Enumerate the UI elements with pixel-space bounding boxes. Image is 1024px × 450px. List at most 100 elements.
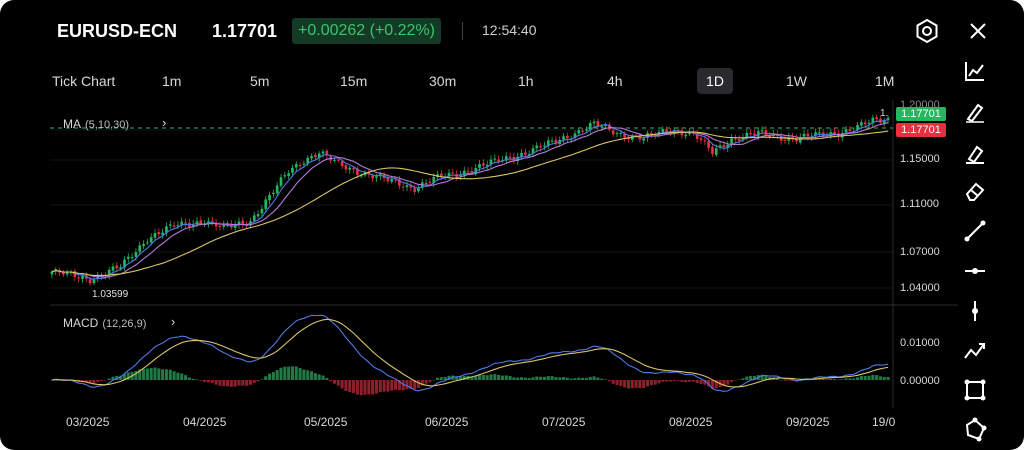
tab-1mo[interactable]: 1M <box>875 73 895 89</box>
macd-layer <box>50 314 890 396</box>
macd-histogram-bar <box>386 380 390 392</box>
macd-histogram-bar <box>546 376 550 380</box>
candle <box>432 177 436 184</box>
pen-icon[interactable] <box>962 99 988 125</box>
macd-indicator-label[interactable]: MACD (12,26,9) <box>63 316 147 330</box>
vertical-line-icon[interactable] <box>962 298 988 324</box>
macd-histogram-bar <box>710 380 714 389</box>
macd-histogram-bar <box>611 380 615 384</box>
eraser-icon[interactable] <box>962 178 988 204</box>
macd-histogram-bar <box>268 373 272 380</box>
rectangle-icon[interactable] <box>962 377 988 403</box>
tab-tick-chart[interactable]: Tick Chart <box>52 73 116 89</box>
candle <box>871 117 875 124</box>
macd-histogram-bar <box>157 368 161 380</box>
candle <box>359 175 363 177</box>
tab-1m[interactable]: 1m <box>162 73 182 89</box>
candle <box>863 122 867 125</box>
tab-1h[interactable]: 1h <box>518 73 534 89</box>
macd-histogram-bar <box>481 374 485 380</box>
candle <box>65 271 69 275</box>
macd-histogram-bar <box>703 380 707 385</box>
macd-histogram-bar <box>470 376 474 380</box>
candle <box>241 220 245 225</box>
tab-1d[interactable]: 1D <box>697 68 733 94</box>
tab-15m[interactable]: 15m <box>340 73 368 89</box>
macd-histogram-bar <box>714 380 718 389</box>
macd-histogram-bar <box>161 369 165 380</box>
macd-histogram-bar <box>256 380 260 382</box>
macd-histogram-bar <box>752 375 756 380</box>
line-chart-icon[interactable] <box>962 58 988 84</box>
tab-4h[interactable]: 4h <box>607 73 623 89</box>
macd-histogram-bar <box>371 380 375 395</box>
macd-histogram-bar <box>653 380 657 385</box>
macd-histogram-bar <box>542 376 546 380</box>
tab-5m[interactable]: 5m <box>250 73 270 89</box>
candle <box>149 237 153 243</box>
tab-30m[interactable]: 30m <box>429 73 457 89</box>
macd-histogram-bar <box>684 380 688 383</box>
macd-histogram-bar <box>875 375 879 380</box>
candle <box>623 133 626 138</box>
macd-histogram-bar <box>882 376 886 380</box>
macd-histogram-bar <box>588 376 592 380</box>
macd-histogram-bar <box>672 380 676 381</box>
close-icon[interactable] <box>965 18 991 44</box>
candle <box>699 138 703 140</box>
macd-expand-chevron-icon[interactable]: › <box>171 314 176 329</box>
macd-histogram-bar <box>592 376 596 380</box>
candle <box>92 279 96 284</box>
candle <box>375 176 378 178</box>
symbol-title[interactable]: EURUSD-ECN <box>57 21 178 41</box>
horizontal-line-icon[interactable] <box>962 258 988 284</box>
candle <box>493 158 497 160</box>
candle <box>161 232 164 235</box>
macd-histogram-bar <box>164 369 168 380</box>
macd-histogram-bar <box>363 380 367 395</box>
highlighter-icon[interactable] <box>962 140 988 166</box>
candle <box>753 133 756 136</box>
macd-tick: 0.00000 <box>900 375 940 387</box>
trend-line-icon[interactable] <box>962 218 988 244</box>
price-chart[interactable] <box>0 100 960 430</box>
macd-histogram-bar <box>352 380 356 394</box>
candle <box>726 144 730 149</box>
macd-histogram-bar <box>340 380 344 389</box>
macd-histogram-bar <box>722 380 726 387</box>
macd-histogram-bar <box>607 380 611 382</box>
candle <box>867 122 871 124</box>
ma-indicator-label[interactable]: MA (5,10,30) <box>63 117 130 131</box>
macd-histogram-bar <box>760 374 764 380</box>
candle <box>172 225 176 227</box>
candle <box>833 131 836 134</box>
macd-histogram-bar <box>462 375 466 380</box>
candle <box>344 165 348 170</box>
tab-1w[interactable]: 1W <box>786 73 807 89</box>
macd-histogram-bar <box>218 380 222 386</box>
candle <box>550 140 554 142</box>
macd-histogram-bar <box>550 376 554 380</box>
candle <box>531 148 535 154</box>
macd-histogram-bar <box>332 380 336 384</box>
candle <box>260 208 264 214</box>
macd-histogram-bar <box>726 380 730 385</box>
macd-histogram-bar <box>577 377 581 380</box>
macd-histogram-bar <box>409 380 413 389</box>
polyline-icon[interactable] <box>962 338 988 364</box>
candle <box>730 138 733 144</box>
macd-histogram-bar <box>126 372 130 380</box>
date-label: 08/2025 <box>669 415 713 429</box>
macd-histogram-bar <box>264 376 268 380</box>
macd-histogram-bar <box>810 379 814 381</box>
macd-histogram-bar <box>145 368 149 380</box>
candle <box>462 170 466 175</box>
candle <box>848 129 852 132</box>
settings-icon[interactable] <box>914 18 940 44</box>
polygon-icon[interactable] <box>962 417 988 443</box>
macd-histogram-bar <box>401 380 405 391</box>
macd-histogram-bar <box>168 369 172 380</box>
macd-histogram-bar <box>657 380 661 384</box>
candle <box>573 133 577 138</box>
ma-expand-chevron-icon[interactable]: › <box>162 115 167 130</box>
